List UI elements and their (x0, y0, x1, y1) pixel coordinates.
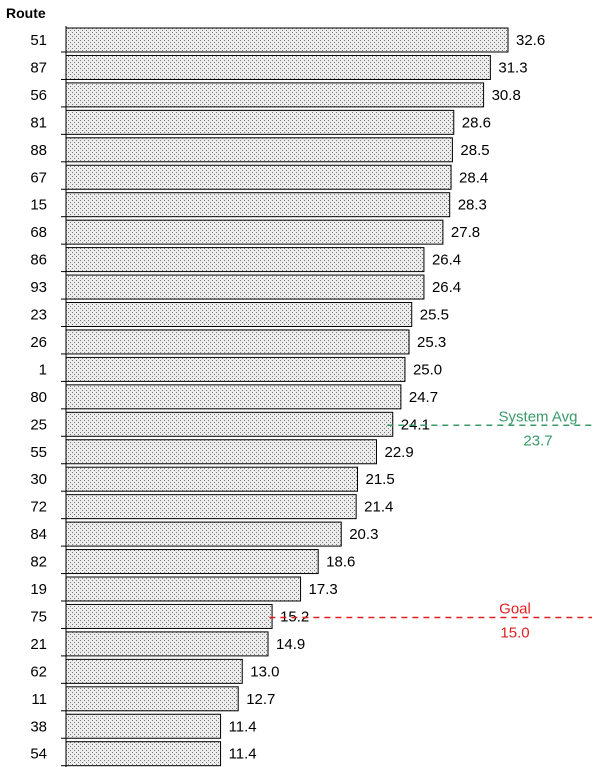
system-avg-label: System Avg (499, 408, 578, 425)
bar-route-26 (65, 329, 410, 355)
bar-route-68 (65, 219, 444, 245)
data-label: 12.7 (246, 691, 275, 708)
bar-route-30 (65, 466, 359, 492)
data-label: 25.3 (417, 334, 446, 351)
y-tick-label: 62 (30, 663, 47, 680)
data-label: 27.8 (451, 224, 480, 241)
y-tick-label: 30 (30, 471, 47, 488)
y-tick-label: 68 (30, 224, 47, 241)
bar-route-55 (65, 439, 377, 465)
y-tick-label: 87 (30, 59, 47, 76)
y-tick-label: 80 (30, 389, 47, 406)
data-label: 22.9 (384, 444, 413, 461)
bar-route-15 (65, 192, 451, 218)
y-tick-label: 54 (30, 746, 47, 763)
data-label: 25.5 (420, 307, 449, 324)
data-label: 11.4 (229, 746, 257, 763)
bar-route-82 (65, 549, 319, 575)
y-tick-label: 84 (30, 526, 47, 543)
y-tick-label: 26 (30, 334, 47, 351)
y-tick-label: 67 (30, 169, 47, 186)
y-tick-label: 23 (30, 307, 47, 324)
y-tick-label: 72 (30, 499, 47, 516)
system-avg-value-label: 23.7 (523, 432, 552, 449)
data-label: 28.6 (462, 114, 491, 131)
y-tick-label: 11 (31, 691, 47, 708)
y-tick-label: 56 (30, 87, 47, 104)
data-label: 28.5 (460, 142, 489, 159)
bar-route-19 (65, 576, 302, 602)
data-label: 11.4 (229, 718, 257, 735)
bar-route-1 (65, 356, 406, 382)
data-label: 32.6 (516, 32, 545, 49)
bar-route-51 (65, 27, 509, 53)
data-label: 24.1 (401, 416, 430, 433)
y-axis-title: Route (6, 5, 46, 21)
data-label: 24.7 (409, 389, 438, 406)
y-tick-label: 81 (30, 114, 47, 131)
bar-route-38 (65, 713, 222, 739)
data-label: 13.0 (250, 663, 279, 680)
bar-route-67 (65, 164, 452, 190)
y-tick-label: 55 (30, 444, 47, 461)
bar-route-87 (65, 54, 491, 80)
bar-route-23 (65, 302, 413, 327)
data-label: 28.3 (458, 197, 487, 214)
data-label: 26.4 (432, 279, 461, 296)
y-tick-label: 93 (30, 279, 47, 296)
y-tick-label: 1 (39, 361, 47, 378)
bar-route-80 (65, 384, 402, 410)
bar-route-84 (65, 521, 342, 547)
data-label: 26.4 (432, 252, 461, 269)
bar-route-62 (65, 658, 243, 684)
y-tick-label: 19 (30, 581, 47, 598)
data-label: 28.4 (459, 169, 488, 186)
bar-route-75 (65, 603, 273, 629)
bar-route-54 (65, 741, 222, 767)
data-label: 21.5 (366, 471, 395, 488)
bar-route-72 (65, 494, 357, 520)
bar-route-25 (65, 411, 394, 437)
data-label: 17.3 (309, 581, 338, 598)
bar-route-56 (65, 82, 485, 108)
goal-label: Goal (499, 600, 531, 617)
data-label: 31.3 (498, 59, 527, 76)
data-label: 14.9 (276, 636, 305, 653)
y-tick-label: 25 (30, 416, 47, 433)
data-label: 18.6 (326, 554, 355, 571)
y-tick-label: 38 (30, 718, 47, 735)
bar-route-86 (65, 247, 425, 273)
bar-route-93 (65, 274, 425, 300)
data-label: 30.8 (492, 87, 521, 104)
y-tick-label: 86 (30, 252, 47, 269)
y-tick-label: 75 (30, 608, 47, 625)
bar-route-81 (65, 109, 455, 135)
y-tick-label: 21 (30, 636, 47, 653)
y-tick-label: 88 (30, 142, 47, 159)
bar-route-88 (65, 137, 453, 163)
data-label: 21.4 (364, 499, 393, 516)
bar-route-11 (65, 686, 239, 712)
goal-value-label: 15.0 (500, 624, 529, 641)
data-label: 25.0 (413, 361, 442, 378)
y-tick-label: 51 (30, 32, 47, 49)
y-tick-label: 82 (30, 554, 47, 571)
data-label: 20.3 (349, 526, 378, 543)
y-tick-label: 15 (30, 197, 47, 214)
bar-route-21 (65, 631, 269, 657)
